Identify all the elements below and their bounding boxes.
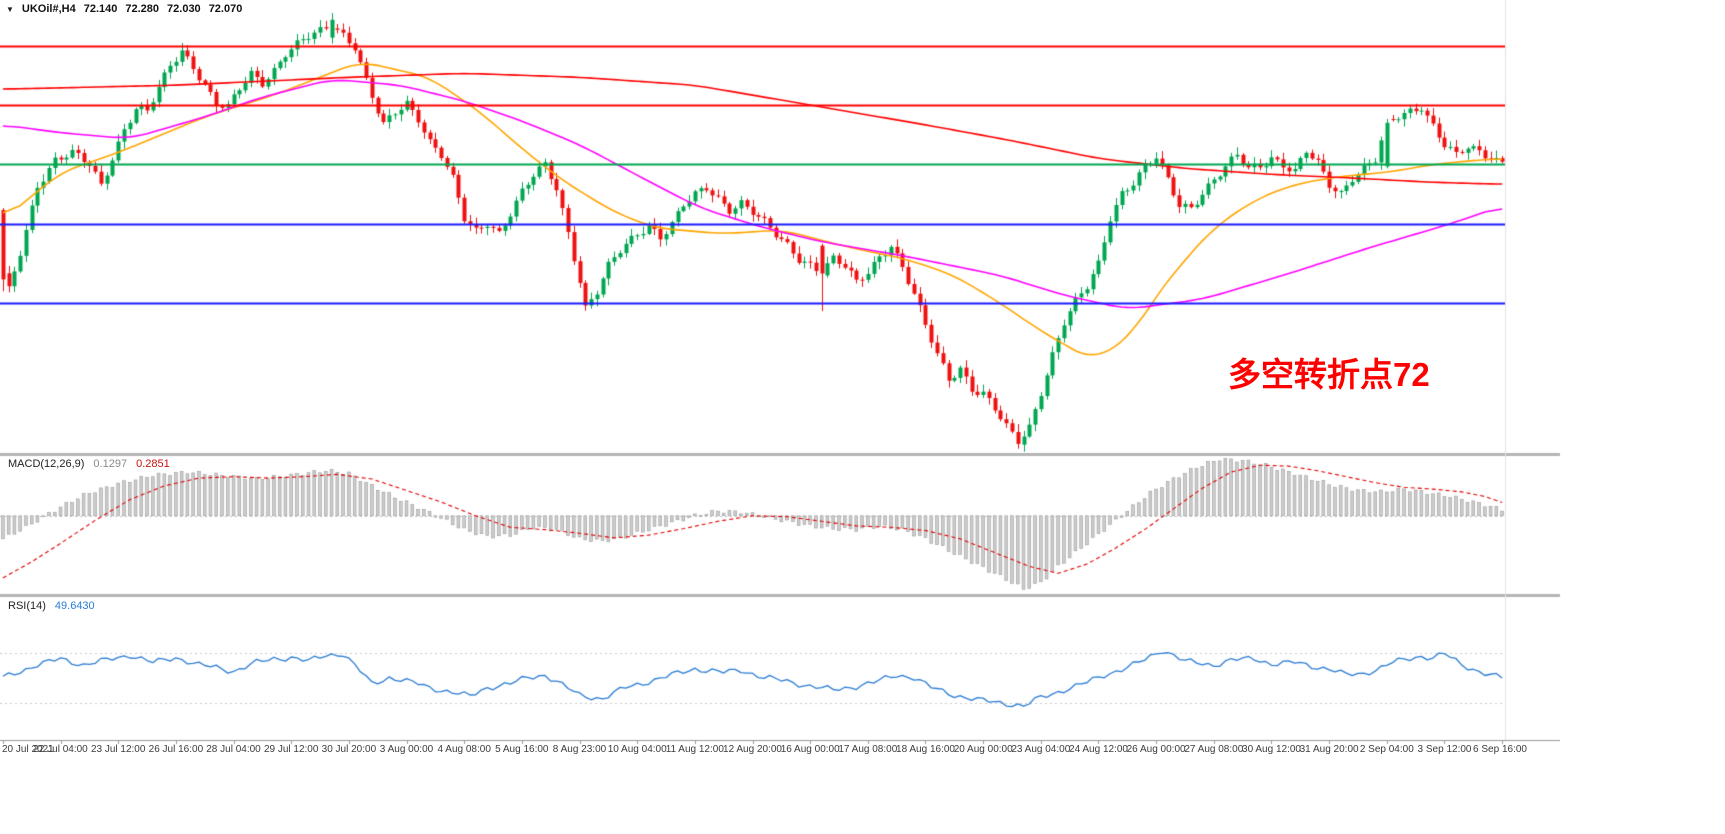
macd-value: 0.1297 — [93, 458, 128, 470]
macd-name: MACD(12,26,9) — [8, 458, 85, 470]
time-axis-label: 11 Aug 12:00 — [665, 744, 724, 755]
ohlc-close: 72.070 — [208, 3, 243, 15]
macd-signal-value: 0.2851 — [136, 458, 170, 470]
time-axis-label: 26 Jul 16:00 — [148, 744, 204, 755]
time-axis-label: 2 Sep 04:00 — [1359, 744, 1414, 755]
time-axis-label: 16 Aug 00:00 — [780, 744, 840, 755]
time-axis-label: 12 Aug 20:00 — [723, 744, 782, 755]
symbol-name: UKOil#,H4 — [21, 3, 76, 15]
time-axis-label: 23 Aug 04:00 — [1011, 744, 1071, 755]
time-axis-label: 29 Jul 12:00 — [263, 744, 319, 755]
symbol-marker-icon: ▼ — [6, 4, 14, 14]
time-axis-label: 30 Jul 20:00 — [321, 744, 377, 755]
ohlc-low: 72.030 — [167, 3, 201, 15]
time-axis-label: 8 Aug 23:00 — [552, 744, 607, 755]
time-axis-label: 5 Aug 16:00 — [495, 744, 549, 755]
rsi-value: 49.6430 — [54, 600, 95, 612]
time-axis[interactable]: 20 Jul 2021 22 Jul 04:00 23 Jul 12:00 26 Ju… — [0, 740, 1560, 766]
time-axis-label: 27 Aug 08:00 — [1184, 744, 1244, 755]
time-axis-label: 3 Sep 12:00 — [1417, 744, 1472, 755]
time-axis-label: 20 Jul 2021 — [2, 744, 54, 755]
time-axis-label: 3 Aug 00:00 — [379, 744, 434, 755]
price-scale[interactable]: 75.39074.63073.87073.11072.35071.59070.8… — [1505, 0, 1575, 740]
time-axis-label: 10 Aug 04:00 — [607, 744, 667, 755]
time-axis-label: 17 Aug 08:00 — [838, 744, 898, 755]
time-axis-label: 31 Aug 20:00 — [1299, 744, 1359, 755]
time-axis-label: 18 Aug 16:00 — [896, 744, 955, 755]
time-axis-label: 28 Jul 04:00 — [206, 744, 261, 755]
ohlc-high: 72.280 — [125, 3, 160, 15]
time-axis-label: 6 Sep 16:00 — [1473, 744, 1527, 755]
time-axis-label: 20 Aug 00:00 — [953, 744, 1013, 755]
time-axis-label: 24 Aug 12:00 — [1069, 744, 1128, 755]
macd-indicator-label: MACD(12,26,9) 0.1297 0.2851 — [8, 458, 170, 470]
rsi-name: RSI(14) — [8, 600, 46, 612]
time-axis-label: 30 Aug 12:00 — [1242, 744, 1301, 755]
time-axis-label: 4 Aug 08:00 — [437, 744, 491, 755]
rsi-indicator-label: RSI(14) 49.6430 — [8, 600, 95, 612]
annotation-text: 多空转折点72 — [1228, 356, 1430, 393]
ohlc-open: 72.140 — [83, 3, 118, 15]
symbol-info-bar: ▼ UKOil#,H4 72.140 72.280 72.030 72.070 — [6, 3, 242, 15]
time-axis-label: 23 Jul 12:00 — [90, 744, 146, 755]
time-axis-label: 26 Aug 00:00 — [1126, 744, 1186, 755]
time-axis-label: 22 Jul 04:00 — [33, 744, 88, 755]
